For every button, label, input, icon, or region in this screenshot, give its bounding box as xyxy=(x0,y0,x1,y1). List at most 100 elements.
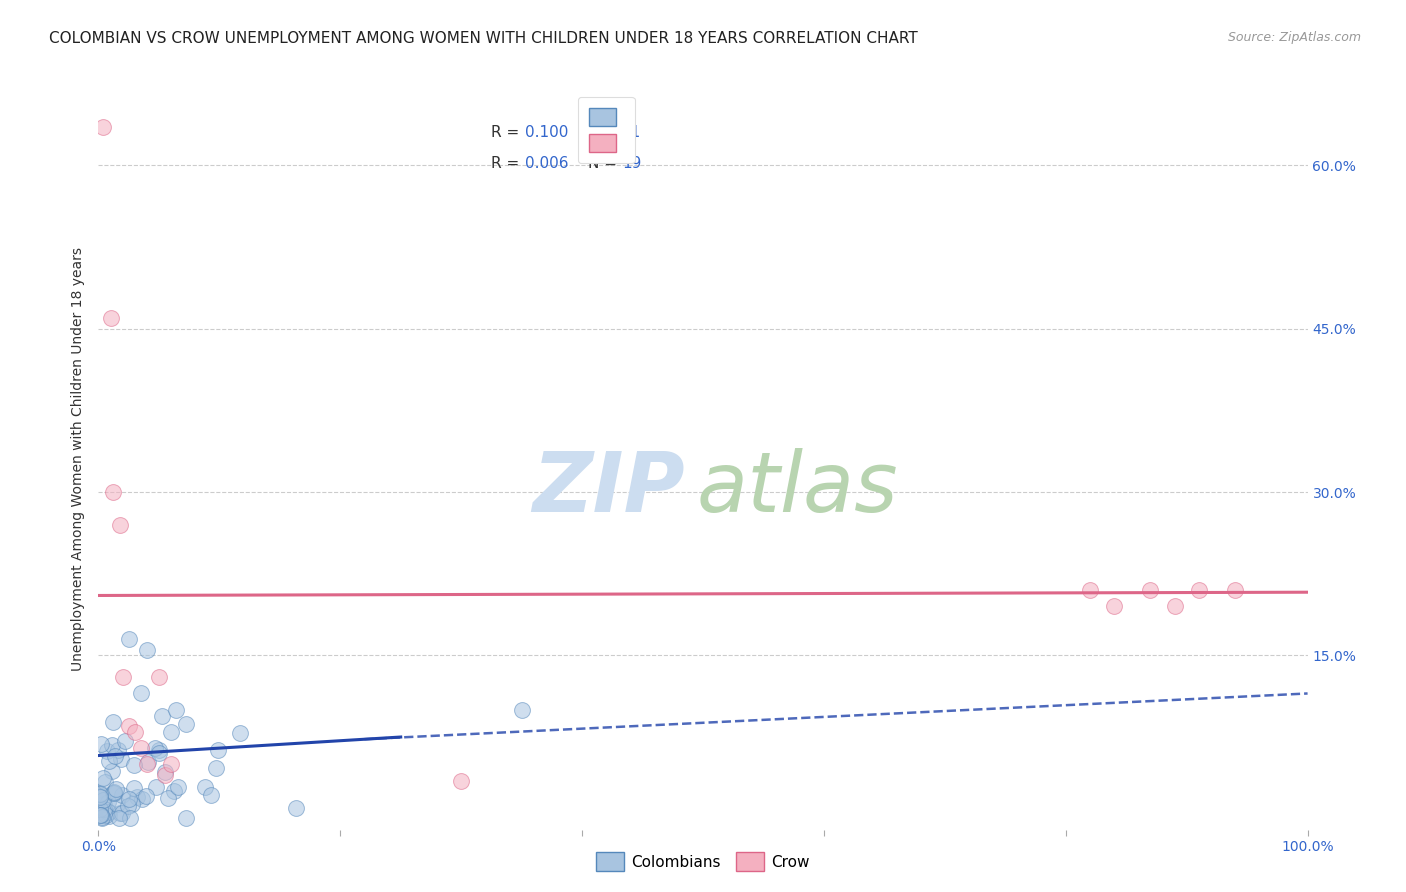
Point xyxy=(207,743,229,757)
Point xyxy=(111,805,134,820)
Text: 71: 71 xyxy=(621,125,641,140)
Point xyxy=(110,752,132,766)
Point xyxy=(135,789,157,803)
Point xyxy=(1139,582,1161,597)
Point xyxy=(90,737,112,751)
Point xyxy=(124,780,146,795)
Point xyxy=(111,789,134,803)
Point xyxy=(93,802,115,816)
Point xyxy=(96,743,118,757)
Point xyxy=(93,797,115,811)
Point xyxy=(167,780,190,794)
Point xyxy=(510,703,533,717)
Text: atlas: atlas xyxy=(697,449,898,530)
Point xyxy=(111,670,134,684)
Text: R =: R = xyxy=(492,156,524,170)
Point xyxy=(97,795,120,809)
Point xyxy=(118,811,141,825)
Point xyxy=(105,781,128,796)
Point xyxy=(152,708,174,723)
Point xyxy=(121,797,143,811)
Point xyxy=(131,792,153,806)
Point xyxy=(103,785,125,799)
Point xyxy=(101,739,124,753)
Point xyxy=(129,740,152,755)
Point xyxy=(129,686,152,700)
Point xyxy=(1078,582,1101,597)
Point xyxy=(160,724,183,739)
Point xyxy=(136,755,159,769)
Legend: Colombians, Crow: Colombians, Crow xyxy=(591,847,815,877)
Point xyxy=(89,790,111,805)
Point xyxy=(89,802,111,816)
Text: COLOMBIAN VS CROW UNEMPLOYMENT AMONG WOMEN WITH CHILDREN UNDER 18 YEARS CORRELAT: COLOMBIAN VS CROW UNEMPLOYMENT AMONG WOM… xyxy=(49,31,918,46)
Point xyxy=(174,811,197,825)
Y-axis label: Unemployment Among Women with Children Under 18 years: Unemployment Among Women with Children U… xyxy=(72,247,86,672)
Point xyxy=(165,703,187,717)
Point xyxy=(118,632,141,646)
Point xyxy=(148,747,170,761)
Point xyxy=(135,757,157,772)
Text: R =: R = xyxy=(492,125,524,140)
Point xyxy=(97,805,120,819)
Text: N =: N = xyxy=(588,156,621,170)
Point xyxy=(1223,582,1246,597)
Point xyxy=(105,797,128,811)
Point xyxy=(200,788,222,802)
Point xyxy=(89,787,111,801)
Point xyxy=(98,754,121,768)
Text: Source: ZipAtlas.com: Source: ZipAtlas.com xyxy=(1227,31,1361,45)
Point xyxy=(153,768,176,782)
Text: ZIP: ZIP xyxy=(533,449,685,530)
Point xyxy=(135,643,157,657)
Point xyxy=(125,790,148,805)
Point xyxy=(91,793,114,807)
Point xyxy=(100,310,122,325)
Point xyxy=(89,787,111,801)
Point xyxy=(205,762,228,776)
Point xyxy=(148,742,170,756)
Text: 0.100: 0.100 xyxy=(526,125,568,140)
Point xyxy=(194,780,217,795)
Point xyxy=(229,726,252,740)
Point xyxy=(148,670,170,684)
Point xyxy=(90,807,112,822)
Point xyxy=(108,517,131,532)
Point xyxy=(91,811,114,825)
Point xyxy=(124,758,146,772)
Point xyxy=(108,805,131,820)
Point xyxy=(145,780,167,795)
Point xyxy=(103,715,125,730)
Legend: , : , xyxy=(578,97,634,163)
Point xyxy=(160,757,183,772)
Point xyxy=(91,120,114,135)
Point xyxy=(117,799,139,814)
Point xyxy=(118,792,141,806)
Point xyxy=(89,808,111,822)
Point xyxy=(98,808,121,822)
Point xyxy=(114,734,136,748)
Point xyxy=(143,740,166,755)
Text: 19: 19 xyxy=(621,156,641,170)
Point xyxy=(118,719,141,733)
Point xyxy=(90,810,112,824)
Point xyxy=(91,771,114,785)
Point xyxy=(174,717,197,731)
Point xyxy=(101,485,124,500)
Point xyxy=(98,805,121,819)
Point xyxy=(153,764,176,779)
Point xyxy=(108,811,131,825)
Point xyxy=(1102,599,1125,614)
Point xyxy=(163,784,186,798)
Text: 0.006: 0.006 xyxy=(526,156,569,170)
Point xyxy=(101,786,124,800)
Point xyxy=(101,764,124,779)
Point xyxy=(94,808,117,822)
Point xyxy=(1188,582,1211,597)
Text: N =: N = xyxy=(588,125,621,140)
Point xyxy=(94,774,117,789)
Point xyxy=(124,724,146,739)
Point xyxy=(103,786,125,800)
Point xyxy=(1163,599,1185,614)
Point xyxy=(89,789,111,803)
